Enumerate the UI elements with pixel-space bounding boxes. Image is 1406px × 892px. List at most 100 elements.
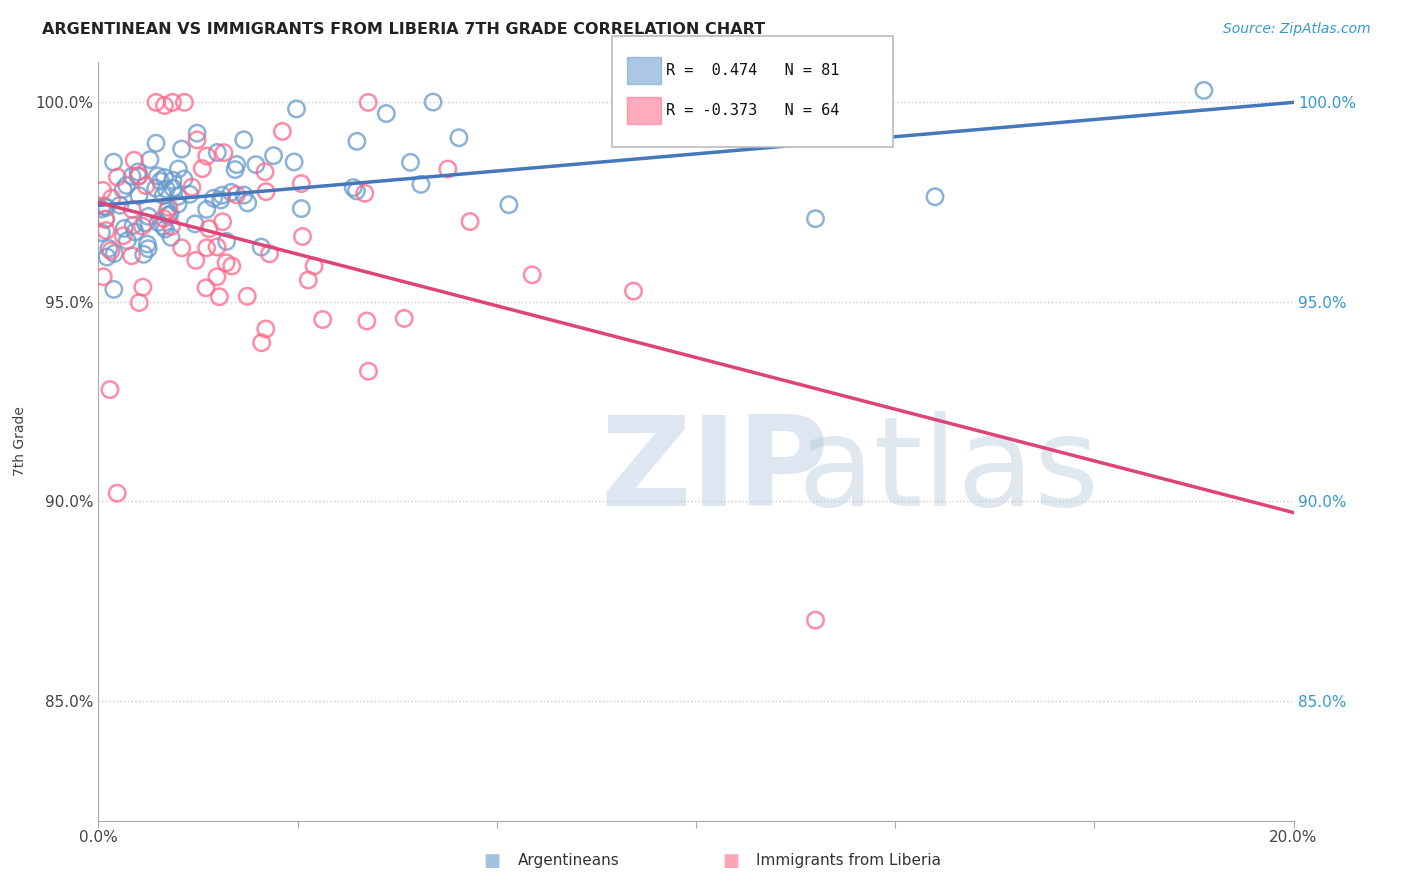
- Point: [170, 142, 193, 156]
- Point: [211, 215, 233, 229]
- Point: [145, 136, 167, 151]
- Point: [90, 202, 112, 216]
- Point: [184, 217, 207, 231]
- Point: [122, 153, 145, 168]
- Point: [132, 280, 155, 294]
- Point: [94, 212, 117, 227]
- Point: [149, 174, 172, 188]
- Point: [250, 335, 273, 350]
- Point: [160, 230, 183, 244]
- Point: [100, 191, 122, 205]
- Point: [159, 207, 181, 221]
- Point: [191, 161, 214, 176]
- Point: [254, 185, 277, 199]
- Point: [128, 295, 150, 310]
- Point: [202, 191, 225, 205]
- Point: [173, 95, 195, 110]
- Point: [236, 196, 259, 211]
- Point: [458, 214, 481, 228]
- Point: [153, 170, 176, 185]
- Point: [357, 364, 380, 378]
- Point: [155, 182, 177, 196]
- Point: [205, 240, 228, 254]
- Point: [195, 281, 218, 295]
- Point: [224, 162, 246, 177]
- Point: [162, 173, 184, 187]
- Point: [221, 259, 243, 273]
- Point: [112, 228, 135, 243]
- Point: [152, 219, 174, 234]
- Point: [94, 212, 117, 227]
- Point: [145, 181, 167, 195]
- Point: [94, 223, 117, 237]
- Point: [263, 148, 285, 162]
- Text: ZIP: ZIP: [600, 411, 830, 533]
- Point: [447, 130, 470, 145]
- Point: [91, 183, 114, 197]
- Point: [312, 312, 335, 326]
- Point: [211, 188, 233, 202]
- Point: [157, 208, 180, 222]
- Point: [136, 237, 159, 252]
- Point: [804, 613, 827, 627]
- Point: [195, 241, 218, 255]
- Point: [160, 219, 183, 234]
- Point: [522, 268, 544, 282]
- Point: [221, 186, 243, 200]
- Text: Immigrants from Liberia: Immigrants from Liberia: [756, 854, 942, 868]
- Point: [155, 222, 177, 236]
- Point: [121, 169, 143, 184]
- Point: [134, 216, 156, 230]
- Point: [804, 211, 827, 226]
- Point: [112, 182, 135, 196]
- Point: [121, 249, 143, 263]
- Point: [98, 383, 121, 397]
- Point: [409, 178, 432, 192]
- Point: [344, 184, 367, 198]
- Text: ■: ■: [484, 852, 501, 870]
- Point: [250, 240, 273, 254]
- Point: [138, 210, 160, 224]
- Point: [422, 95, 444, 109]
- Point: [107, 169, 129, 184]
- Point: [342, 180, 364, 194]
- Text: 0.0%: 0.0%: [79, 830, 118, 845]
- Text: R = -0.373   N = 64: R = -0.373 N = 64: [666, 103, 839, 118]
- Point: [225, 187, 247, 202]
- Point: [290, 202, 312, 216]
- Point: [124, 225, 146, 239]
- Point: [162, 181, 184, 195]
- Point: [128, 188, 150, 202]
- Point: [122, 219, 145, 233]
- Point: [356, 314, 378, 328]
- Point: [236, 289, 259, 303]
- Point: [179, 187, 201, 202]
- Point: [90, 226, 112, 240]
- Point: [121, 202, 143, 217]
- Point: [623, 284, 645, 298]
- Point: [156, 204, 179, 219]
- Point: [290, 177, 312, 191]
- Point: [100, 244, 122, 258]
- Point: [136, 242, 159, 256]
- Point: [93, 200, 115, 214]
- Point: [195, 202, 218, 217]
- Point: [152, 188, 174, 202]
- Point: [225, 157, 247, 171]
- Point: [103, 246, 125, 260]
- Point: [302, 259, 325, 273]
- Point: [186, 133, 208, 147]
- Y-axis label: 7th Grade: 7th Grade: [13, 407, 27, 476]
- Point: [195, 149, 218, 163]
- Point: [283, 155, 305, 169]
- Point: [117, 234, 139, 248]
- Point: [207, 145, 229, 160]
- Point: [212, 145, 235, 160]
- Point: [291, 229, 314, 244]
- Point: [924, 190, 946, 204]
- Point: [139, 153, 162, 167]
- Point: [96, 250, 118, 264]
- Text: R =  0.474   N = 81: R = 0.474 N = 81: [666, 63, 839, 78]
- Text: ARGENTINEAN VS IMMIGRANTS FROM LIBERIA 7TH GRADE CORRELATION CHART: ARGENTINEAN VS IMMIGRANTS FROM LIBERIA 7…: [42, 22, 765, 37]
- Point: [215, 256, 238, 270]
